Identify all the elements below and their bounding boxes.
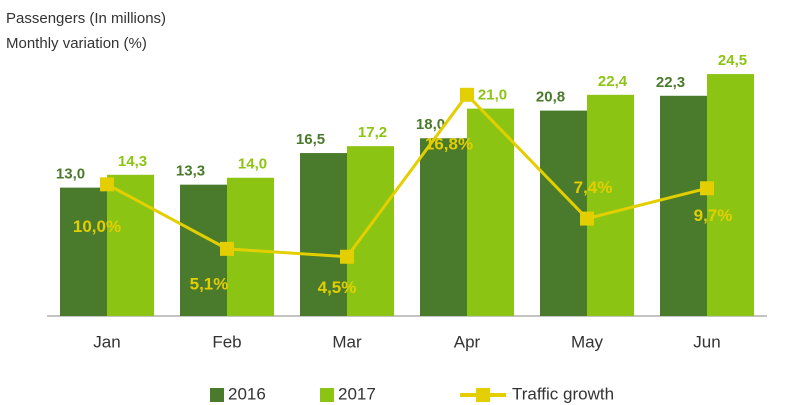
legend-marker [476, 388, 490, 402]
data-label: 18,0 [416, 116, 445, 133]
data-label: 13,3 [176, 163, 205, 180]
data-label: 24,5 [718, 52, 747, 69]
line-marker [460, 87, 474, 102]
line-marker [220, 241, 234, 256]
x-tick-label: Apr [454, 332, 481, 351]
x-tick-label: Mar [332, 332, 362, 351]
line-marker [340, 249, 354, 264]
data-label: 17,2 [358, 124, 387, 141]
data-label: 10,0% [73, 217, 121, 236]
y2-axis-label: Monthly variation (%) [6, 35, 147, 52]
data-label: 20,8 [536, 89, 565, 106]
legend-swatch [210, 388, 224, 402]
data-label: 16,8% [425, 134, 473, 153]
data-label: 16,5 [296, 131, 325, 148]
line [106, 92, 708, 259]
x-tick-label: May [571, 332, 604, 351]
bar [587, 94, 634, 316]
line-marker [100, 177, 114, 192]
data-label: 4,5% [318, 278, 357, 297]
bar [540, 110, 587, 316]
x-tick-label: Feb [212, 332, 241, 351]
legend-label: 2016 [228, 384, 266, 403]
data-label: 5,1% [190, 274, 229, 293]
bar [300, 153, 347, 316]
bar [180, 184, 227, 316]
bar [707, 74, 754, 316]
legend-label: 2017 [338, 384, 376, 403]
data-label: 22,3 [656, 74, 685, 91]
x-tick-label: Jun [693, 332, 720, 351]
bar [467, 108, 514, 316]
x-tick-label: Jan [93, 332, 120, 351]
line-marker [580, 211, 594, 226]
bar [420, 138, 467, 316]
bar [660, 95, 707, 316]
bar [227, 177, 274, 316]
y-axis-label: Passengers (In millions) [6, 10, 166, 27]
bar [347, 146, 394, 316]
data-label: 7,4% [574, 178, 613, 197]
line-marker [700, 181, 714, 196]
data-label: 14,0 [238, 156, 267, 173]
data-label: 14,3 [118, 153, 147, 170]
bar [60, 187, 107, 316]
data-label: 21,0 [478, 87, 507, 104]
data-label: 22,4 [598, 73, 628, 90]
legend-label: Traffic growth [512, 384, 614, 403]
data-label: 9,7% [694, 206, 733, 225]
data-label: 13,0 [56, 166, 85, 183]
legend-swatch [320, 388, 334, 402]
